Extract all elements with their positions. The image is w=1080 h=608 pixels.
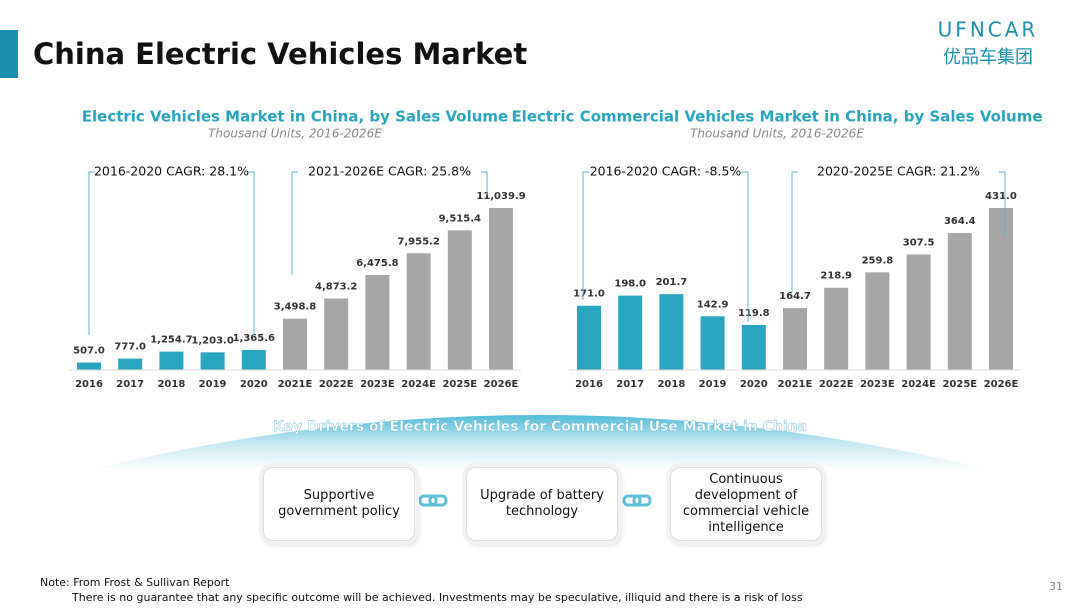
footer-note: Note: From Frost & Sullivan Report [40, 576, 230, 589]
chain-icons [418, 494, 652, 507]
value-label: 431.0 [985, 191, 1017, 202]
chart-title: Electric Vehicles Market in China, by Sa… [82, 108, 508, 126]
value-label: 364.4 [944, 216, 976, 227]
slide-title: China Electric Vehicles Market [33, 37, 527, 71]
value-label: 3,498.8 [274, 302, 316, 313]
value-label: 142.9 [697, 299, 729, 310]
value-label: 1,365.6 [233, 333, 275, 344]
driver-box: Upgrade of battery technology [466, 467, 618, 541]
x-tick-label: 2024E [901, 379, 936, 390]
value-label: 164.7 [779, 291, 811, 302]
value-label: 307.5 [903, 237, 935, 248]
driver-box: Supportive government policy [263, 467, 415, 541]
bar [618, 295, 643, 370]
value-label: 777.0 [114, 342, 146, 353]
bar [783, 308, 807, 370]
value-label: 11,039.9 [476, 191, 525, 202]
value-label: 201.7 [656, 277, 688, 288]
x-tick-label: 2019 [199, 379, 227, 390]
bar [406, 253, 431, 370]
x-tick-label: 2017 [616, 379, 644, 390]
x-tick-label: 2019 [699, 379, 727, 390]
bar [824, 287, 849, 370]
driver-box: Continuous development of commercial veh… [670, 467, 822, 541]
bar [283, 318, 307, 370]
x-tick-label: 2018 [157, 379, 185, 390]
cagr-bracket [582, 171, 749, 322]
x-tick-label: 2023E [860, 379, 895, 390]
bar [159, 351, 184, 370]
value-label: 1,254.7 [150, 335, 192, 346]
x-tick-label: 2016 [575, 379, 603, 390]
x-tick-label: 2025E [942, 379, 977, 390]
value-label: 7,955.2 [397, 236, 439, 247]
cagr-bracket [88, 171, 255, 335]
chart-subtitle: Thousand Units, 2016-2026E [690, 127, 864, 141]
value-label: 198.0 [614, 279, 646, 290]
bar [577, 305, 601, 370]
x-tick-label: 2016 [75, 379, 103, 390]
value-label: 171.0 [573, 289, 605, 300]
x-tick-label: 2026E [984, 379, 1019, 390]
bar [365, 274, 390, 370]
x-tick-label: 2021E [778, 379, 813, 390]
x-tick-label: 2022E [819, 379, 854, 390]
bar [906, 254, 931, 370]
value-label: 119.8 [738, 308, 770, 319]
x-tick-label: 2018 [657, 379, 685, 390]
bar [741, 324, 766, 370]
logo-cn: 优品车集团 [943, 47, 1033, 68]
chart-subtitle: Thousand Units, 2016-2026E [208, 127, 382, 141]
drivers-arc [90, 415, 990, 470]
bar [659, 294, 684, 370]
drivers-title: Key Drivers of Electric Vehicles for Com… [273, 419, 807, 435]
value-label: 259.8 [862, 255, 894, 266]
x-tick-label: 2025E [442, 379, 477, 390]
footer-disclaimer: There is no guarantee that any specific … [71, 591, 803, 604]
x-tick-label: 2021E [278, 379, 313, 390]
value-label: 507.0 [73, 346, 105, 357]
bar [489, 208, 513, 370]
cagr-label: 2021-2026E CAGR: 25.8% [308, 164, 471, 179]
x-tick-label: 2017 [116, 379, 144, 390]
value-label: 218.9 [820, 271, 852, 282]
bar [241, 349, 266, 370]
value-label: 4,873.2 [315, 281, 357, 292]
page-number: 31 [1049, 580, 1063, 593]
cagr-label: 2016-2020 CAGR: 28.1% [94, 164, 249, 179]
value-label: 1,203.0 [191, 335, 233, 346]
bar [989, 208, 1013, 370]
bar [700, 316, 725, 370]
value-label: 9,515.4 [439, 213, 481, 224]
x-tick-label: 2026E [484, 379, 519, 390]
bar [77, 362, 101, 370]
x-tick-label: 2020 [240, 379, 268, 390]
value-label: 6,475.8 [356, 258, 398, 269]
chart-title: Electric Commercial Vehicles Market in C… [511, 108, 1042, 126]
logo-text: UFNCAR [938, 18, 1039, 42]
cagr-label: 2016-2020 CAGR: -8.5% [590, 164, 742, 179]
bar [947, 233, 972, 370]
bar [865, 272, 890, 370]
title-accent [0, 30, 18, 78]
cagr-label: 2020-2025E CAGR: 21.2% [817, 164, 980, 179]
cagr-bracket [291, 171, 488, 275]
x-tick-label: 2020 [740, 379, 768, 390]
x-tick-label: 2023E [360, 379, 395, 390]
x-tick-label: 2024E [401, 379, 436, 390]
bar [447, 230, 472, 370]
cagr-bracket [791, 171, 1006, 292]
bar [200, 352, 225, 370]
bar [118, 358, 143, 370]
x-tick-label: 2022E [319, 379, 354, 390]
bar [324, 298, 349, 370]
